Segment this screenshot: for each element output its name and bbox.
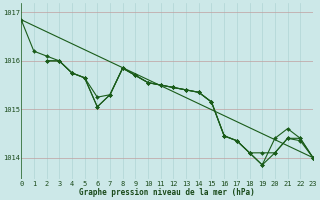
X-axis label: Graphe pression niveau de la mer (hPa): Graphe pression niveau de la mer (hPa) — [79, 188, 255, 197]
